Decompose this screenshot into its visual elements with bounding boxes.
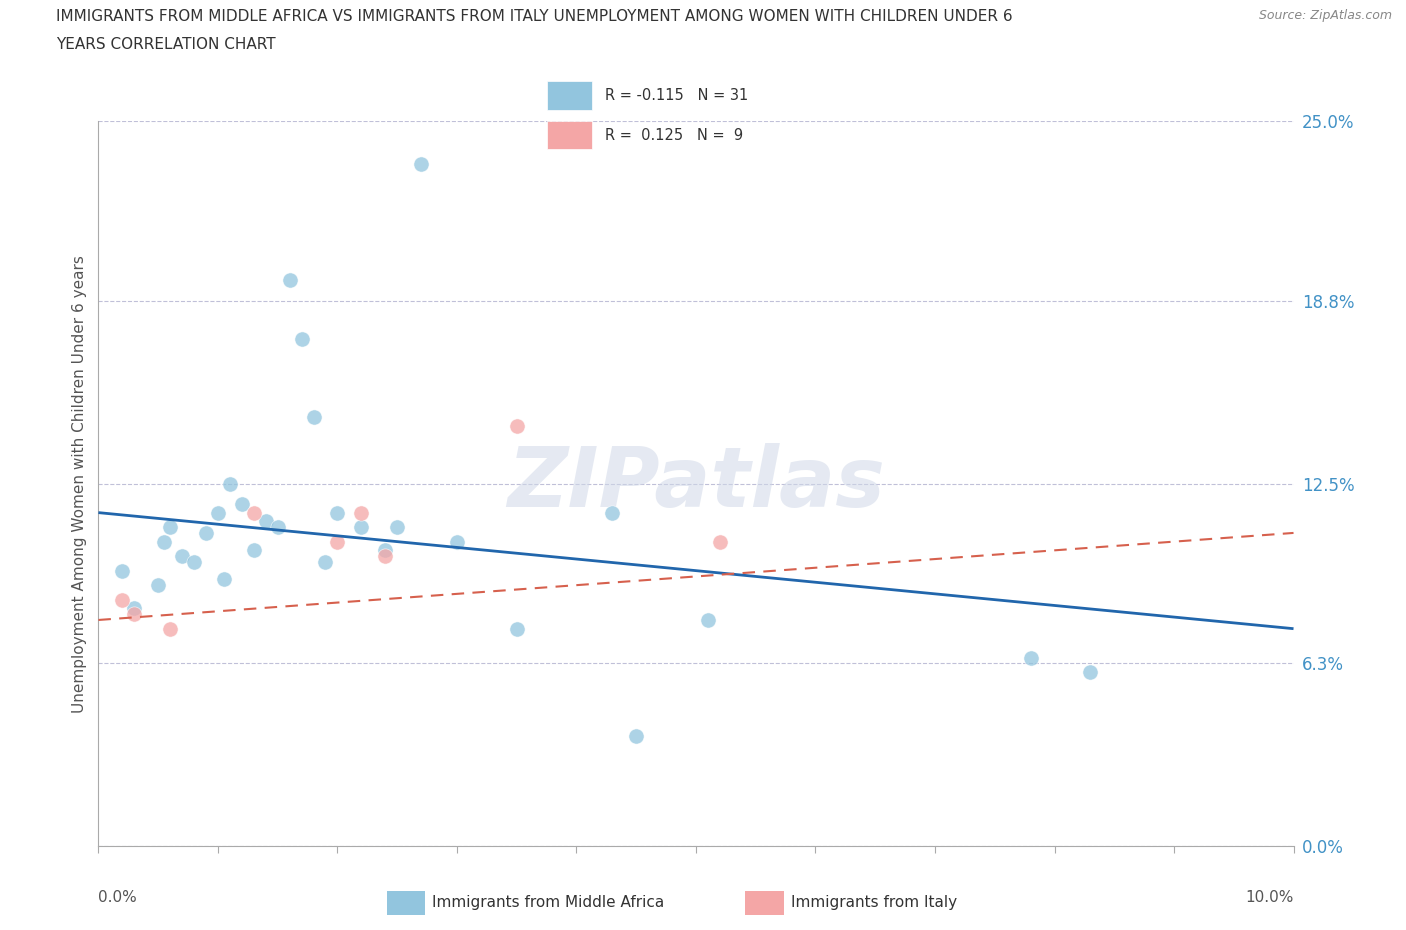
Point: [243, 543, 266, 558]
Point: [350, 520, 373, 535]
FancyBboxPatch shape: [387, 891, 425, 915]
Point: [1019, 650, 1042, 665]
Point: [207, 505, 229, 520]
Text: 0.0%: 0.0%: [98, 890, 138, 905]
Point: [111, 564, 134, 578]
Point: [385, 520, 409, 535]
Point: [290, 331, 312, 346]
Point: [326, 505, 349, 520]
FancyBboxPatch shape: [547, 81, 592, 110]
Point: [212, 572, 235, 587]
Point: [374, 543, 396, 558]
FancyBboxPatch shape: [547, 121, 592, 150]
Y-axis label: Unemployment Among Women with Children Under 6 years: Unemployment Among Women with Children U…: [72, 255, 87, 712]
FancyBboxPatch shape: [745, 891, 785, 915]
Point: [159, 520, 181, 535]
Text: Source: ZipAtlas.com: Source: ZipAtlas.com: [1258, 9, 1392, 22]
Point: [219, 476, 242, 491]
Text: 10.0%: 10.0%: [1246, 890, 1294, 905]
Point: [624, 728, 647, 743]
Point: [374, 549, 396, 564]
Point: [153, 534, 176, 549]
Text: Immigrants from Middle Africa: Immigrants from Middle Africa: [433, 895, 665, 910]
Point: [267, 520, 290, 535]
Point: [148, 578, 170, 592]
Text: R =  0.125   N =  9: R = 0.125 N = 9: [606, 127, 744, 142]
Point: [446, 534, 468, 549]
Point: [243, 505, 266, 520]
Text: YEARS CORRELATION CHART: YEARS CORRELATION CHART: [56, 37, 276, 52]
Point: [159, 621, 181, 636]
Point: [696, 613, 718, 628]
Point: [254, 514, 277, 529]
Point: [314, 554, 337, 569]
Point: [194, 525, 218, 540]
Point: [183, 554, 205, 569]
Point: [111, 592, 134, 607]
Text: IMMIGRANTS FROM MIDDLE AFRICA VS IMMIGRANTS FROM ITALY UNEMPLOYMENT AMONG WOMEN : IMMIGRANTS FROM MIDDLE AFRICA VS IMMIGRA…: [56, 9, 1012, 24]
Text: ZIPatlas: ZIPatlas: [508, 443, 884, 525]
Point: [709, 534, 731, 549]
Point: [124, 601, 146, 616]
Point: [302, 409, 325, 424]
Point: [278, 273, 301, 288]
Point: [350, 505, 373, 520]
Text: R = -0.115   N = 31: R = -0.115 N = 31: [606, 87, 748, 103]
Point: [124, 606, 146, 621]
Point: [231, 497, 253, 512]
Point: [506, 418, 529, 433]
Point: [172, 549, 194, 564]
Point: [411, 157, 433, 172]
Point: [1080, 665, 1102, 680]
Point: [326, 534, 349, 549]
Point: [600, 505, 623, 520]
Text: Immigrants from Italy: Immigrants from Italy: [790, 895, 957, 910]
Point: [506, 621, 529, 636]
